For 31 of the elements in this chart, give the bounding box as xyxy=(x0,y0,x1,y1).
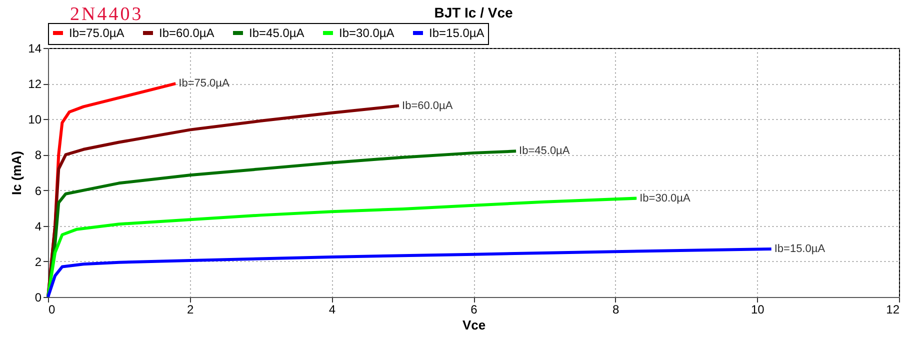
annotation: Ib=30.0µA xyxy=(640,192,691,204)
x-tick-label: 12 xyxy=(886,302,900,316)
chart-subtitle: 2N4403 xyxy=(70,4,144,26)
x-tick-label: 6 xyxy=(470,302,478,316)
y-tick-label: 10 xyxy=(28,112,42,127)
y-tick-label: 2 xyxy=(34,254,42,269)
y-tick-label: 6 xyxy=(34,184,42,198)
legend-label: Ib=75.0µA xyxy=(69,26,124,40)
x-axis-title: Vce xyxy=(462,318,486,332)
annotation: Ib=45.0µA xyxy=(519,145,570,158)
y-tick-label: 0 xyxy=(34,290,42,304)
x-tick-label: 10 xyxy=(750,302,765,316)
legend-label: Ib=30.0µA xyxy=(339,26,394,40)
line-series xyxy=(46,247,773,298)
x-tick-label: 0 xyxy=(48,302,56,316)
x-tick-label: 2 xyxy=(186,302,194,316)
legend-label: Ib=15.0µA xyxy=(429,26,484,40)
y-tick-label: 12 xyxy=(28,77,42,92)
y-axis-title: Ic (mA) xyxy=(9,150,24,196)
annotation: Ib=60.0µA xyxy=(402,100,454,112)
annotation: Ib=75.0µA xyxy=(178,78,230,90)
x-tick-label: 8 xyxy=(612,302,620,316)
legend-label: Ib=45.0µA xyxy=(249,26,304,40)
legend-label: Ib=60.0µA xyxy=(159,26,214,40)
x-tick-label: 4 xyxy=(328,302,336,316)
line-series xyxy=(46,196,638,298)
y-tick-label: 4 xyxy=(34,219,42,234)
annotation: Ib=15.0µA xyxy=(774,242,826,255)
y-tick-label: 8 xyxy=(34,148,42,162)
chart-title: BJT Ic / Vce xyxy=(434,4,514,20)
y-tick-label: 14 xyxy=(28,42,42,56)
